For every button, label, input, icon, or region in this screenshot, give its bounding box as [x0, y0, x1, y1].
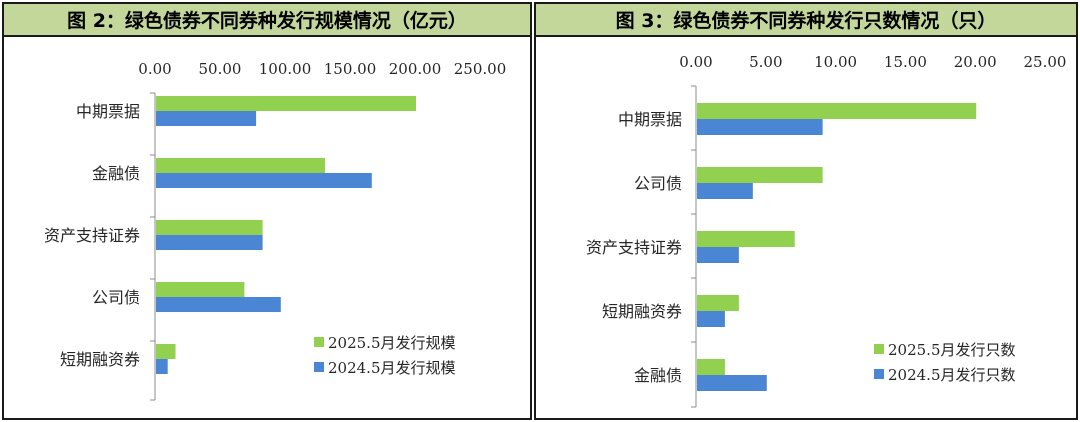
bar-2024 — [697, 311, 725, 327]
x-tick-label: 200.00 — [389, 60, 442, 78]
category-label: 公司债 — [634, 174, 682, 193]
legend-swatch — [874, 344, 884, 354]
bar-2024 — [697, 183, 753, 199]
panel-title: 图 2：绿色债券不同券种发行规模情况（亿元） — [4, 4, 530, 37]
bar-2025 — [156, 282, 245, 297]
bar-2025 — [697, 103, 977, 119]
chart-panel-issuance-scale: 图 2：绿色债券不同券种发行规模情况（亿元） 0.00 50.00 100.00 15… — [2, 2, 532, 420]
bar-2024 — [156, 111, 257, 126]
category-label: 金融债 — [634, 366, 682, 385]
x-tick-label: 100.00 — [259, 60, 312, 78]
category-label: 中期票据 — [76, 102, 140, 121]
bar-chart-issuance-count: 0.00 5.00 10.00 15.00 20.00 25.00 中期票据公司债资产支持证… — [586, 53, 1067, 408]
bar-2025 — [156, 158, 325, 173]
bar-2024 — [697, 247, 739, 263]
x-tick-label: 0.00 — [679, 53, 712, 71]
x-tick-label: 10.00 — [814, 53, 857, 71]
bar-2025 — [697, 167, 823, 183]
category-label: 公司债 — [92, 288, 140, 307]
x-tick-label: 25.00 — [1024, 53, 1067, 71]
bar-2024 — [156, 297, 281, 312]
x-tick-label: 20.00 — [954, 53, 997, 71]
bar-2025 — [156, 96, 416, 111]
bar-2024 — [697, 375, 767, 391]
x-tick-label: 50.00 — [199, 60, 242, 78]
category-label: 短期融资券 — [60, 350, 140, 369]
x-tick-label: 5.00 — [749, 53, 782, 71]
category-label: 金融债 — [92, 164, 140, 183]
category-label: 资产支持证券 — [586, 238, 682, 257]
legend-label: 2024.5月发行规模 — [328, 359, 456, 377]
bar-2024 — [156, 173, 372, 188]
legend-swatch — [314, 362, 324, 372]
x-tick-label: 15.00 — [884, 53, 927, 71]
x-tick-label: 250.00 — [454, 60, 507, 78]
bar-2024 — [156, 235, 263, 250]
panel-title: 图 3：绿色债券不同券种发行只数情况（只） — [536, 4, 1076, 37]
bar-2025 — [156, 220, 263, 235]
legend-swatch — [874, 369, 884, 379]
bar-2025 — [156, 344, 176, 359]
legend-label: 2025.5月发行只数 — [888, 341, 1016, 359]
x-tick-label: 150.00 — [324, 60, 377, 78]
bar-2025 — [697, 231, 795, 247]
legend-swatch — [314, 337, 324, 347]
category-label: 资产支持证券 — [44, 226, 140, 245]
bar-2025 — [697, 359, 725, 375]
chart-panel-issuance-count: 图 3：绿色债券不同券种发行只数情况（只） 0.00 5.00 10.00 15.00… — [534, 2, 1078, 420]
bar-2025 — [697, 295, 739, 311]
bar-2024 — [156, 359, 168, 374]
legend-label: 2025.5月发行规模 — [328, 334, 456, 352]
category-label: 短期融资券 — [602, 302, 682, 321]
category-label: 中期票据 — [618, 110, 682, 129]
bar-chart-issuance-scale: 0.00 50.00 100.00 150.00 200.00 250.00 中期票据金融债… — [44, 60, 507, 401]
bar-2024 — [697, 119, 823, 135]
legend-label: 2024.5月发行只数 — [888, 366, 1016, 384]
x-tick-label: 0.00 — [138, 60, 171, 78]
